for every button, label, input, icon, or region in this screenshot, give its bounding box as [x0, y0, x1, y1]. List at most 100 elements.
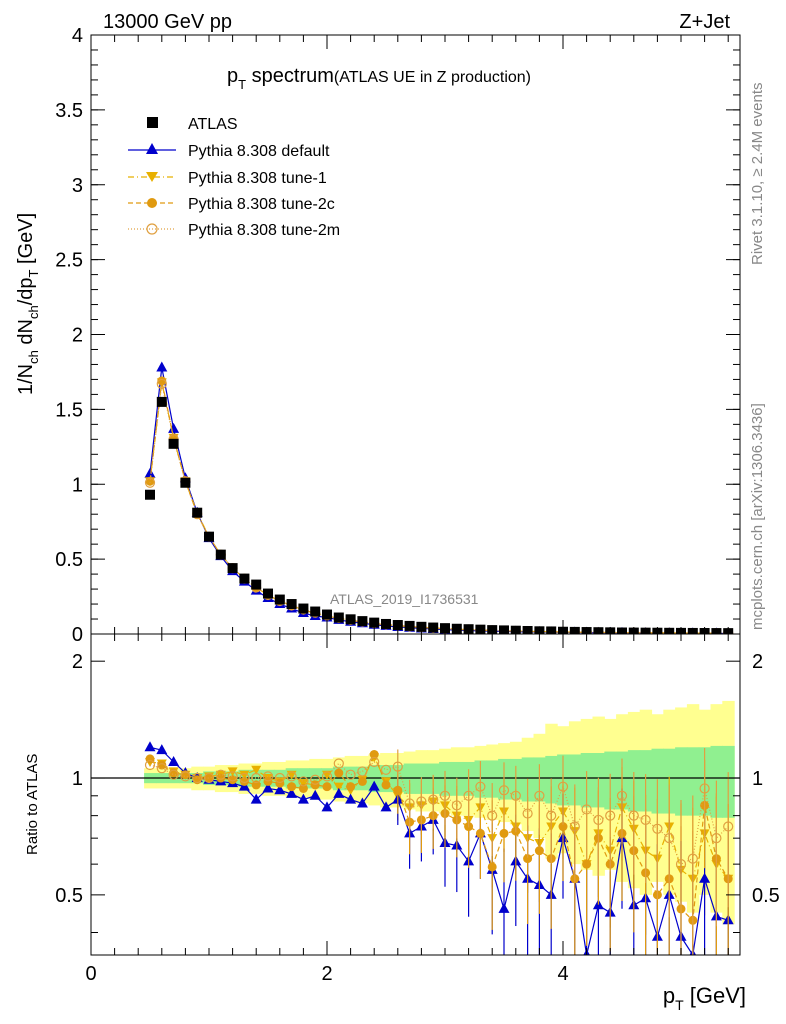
- x-tick-label: 0: [85, 963, 96, 985]
- ratio-point-tune2m: [180, 771, 191, 782]
- ratio-point-tune1: [239, 770, 250, 780]
- ratio-y-axis-label: Ratio to ATLAS: [24, 754, 41, 855]
- ratio-point-tune1: [251, 765, 262, 775]
- data-point-atlas: [499, 625, 509, 634]
- ratio-point-tune2m: [310, 774, 321, 785]
- data-point-atlas: [428, 622, 439, 633]
- ratio-point-tune2m: [569, 821, 580, 832]
- main-y-tick-label: 0: [72, 624, 83, 646]
- ratio-point-tune2c: [204, 773, 214, 783]
- ratio-point-tune2m: [498, 785, 510, 796]
- ratio-point-tune2m: [192, 772, 203, 784]
- legend-label-default: Pythia 8.308 default: [188, 143, 330, 160]
- ratio-point-tune2m: [156, 763, 167, 774]
- ratio-point-default: [309, 789, 321, 800]
- data-point-default: [156, 361, 168, 372]
- data-point-atlas: [381, 618, 391, 629]
- data-point-atlas: [546, 626, 557, 634]
- data-point-atlas: [274, 594, 285, 605]
- ratio-line-tune1: [149, 756, 729, 880]
- data-point-atlas: [451, 623, 462, 634]
- ratio-point-tune2m: [687, 853, 698, 864]
- data-point-atlas: [416, 621, 427, 632]
- ratio-point-tune2m: [439, 790, 451, 801]
- ratio-point-tune2m: [699, 783, 710, 794]
- ratio-point-tune2c: [381, 780, 391, 790]
- data-point-tune2c: [157, 376, 167, 386]
- ratio-point-tune2m: [675, 859, 687, 870]
- ratio-point-tune1: [298, 779, 309, 789]
- legend-label-tune1: Pythia 8.308 tune-1: [188, 170, 327, 187]
- ratio-point-tune2m: [345, 769, 356, 780]
- ratio-point-tune2c: [357, 776, 367, 786]
- data-point-atlas: [322, 609, 332, 620]
- ratio-point-tune2c: [558, 822, 568, 832]
- ratio-point-tune2c: [228, 775, 238, 785]
- ratio-point-default: [250, 793, 262, 804]
- data-point-atlas: [156, 396, 167, 407]
- ratio-point-tune2m: [333, 758, 344, 769]
- data-point-atlas: [522, 626, 533, 634]
- ratio-point-tune2m: [534, 790, 545, 801]
- ratio-point-tune2m: [369, 756, 380, 768]
- main-y-tick-label: 2.5: [55, 250, 83, 272]
- ratio-point-tune2m: [286, 771, 297, 782]
- data-point-atlas: [310, 606, 321, 617]
- ratio-point-tune2m: [144, 759, 156, 771]
- ratio-point-tune2c: [298, 783, 308, 793]
- ratio-point-tune2m: [711, 833, 722, 844]
- legend-label-atlas: ATLAS: [188, 116, 238, 133]
- series-line-tune2m: [149, 383, 729, 634]
- data-point-atlas: [392, 620, 403, 631]
- rivet-version-label: Rivet 3.1.10, ≥ 2.4M events: [749, 83, 766, 266]
- stat-band-bin: [686, 747, 700, 816]
- ratio-point-default: [368, 780, 380, 791]
- data-point-atlas: [180, 477, 191, 488]
- legend-marker-default: [146, 143, 158, 154]
- ratio-y-tick-label-right: 1: [752, 768, 763, 790]
- ratio-point-tune2c: [346, 782, 356, 792]
- ratio-point-default: [356, 797, 368, 808]
- data-point-tune2m: [144, 477, 156, 488]
- ratio-series-tune2m: [144, 748, 734, 955]
- ratio-point-tune2m: [475, 781, 486, 792]
- data-point-atlas: [345, 614, 356, 625]
- ratio-point-tune2c: [475, 828, 485, 838]
- ratio-point-tune2c: [334, 768, 344, 778]
- ratio-point-default: [168, 755, 180, 766]
- ratio-point-tune2m: [463, 790, 474, 801]
- main-y-tick-label: 1.5: [55, 399, 83, 421]
- ratio-panel: 0.5 0.5 1 1 2 2 0 2 4 Ratio to ATLAS: [24, 633, 780, 985]
- data-point-atlas: [687, 627, 698, 634]
- ratio-point-tune2m: [628, 810, 639, 821]
- ratio-point-tune2c: [239, 776, 249, 786]
- main-y-tick-label: 3: [72, 175, 83, 197]
- ratio-point-tune2c: [275, 778, 285, 788]
- data-point-atlas: [263, 588, 273, 599]
- data-point-atlas: [664, 627, 675, 634]
- x-tick-label: 4: [557, 963, 568, 985]
- ratio-point-tune2c: [523, 854, 533, 864]
- stat-band-bin: [403, 763, 417, 794]
- legend: ATLAS Pythia 8.308 default Pythia 8.308 …: [128, 116, 340, 239]
- ratio-point-default: [333, 787, 345, 798]
- ratio-point-tune2c: [393, 785, 403, 795]
- ratio-point-default: [262, 782, 274, 793]
- main-y-tick-label: 0.5: [55, 549, 83, 571]
- ratio-point-tune2m: [652, 823, 663, 834]
- ratio-point-tune2m: [298, 776, 309, 787]
- ratio-line-tune2m: [149, 761, 729, 865]
- ratio-point-tune2m: [416, 796, 427, 807]
- ratio-point-default: [286, 787, 298, 798]
- data-point-atlas: [333, 612, 344, 623]
- ratio-point-tune2m: [227, 771, 238, 782]
- main-panel: 0 0.5 1 1.5 2 2.5 3 3.5 4 pT spectrum(ATLAS UE i…: [15, 25, 741, 646]
- ratio-point-tune2m: [616, 790, 628, 801]
- mcplots-label: mcplots.cern.ch [arXiv:1306.3436]: [749, 403, 766, 630]
- data-point-atlas: [298, 603, 309, 614]
- ratio-point-tune2m: [522, 808, 533, 819]
- data-point-atlas: [711, 628, 722, 634]
- ratio-point-tune2c: [322, 782, 332, 792]
- data-point-atlas: [404, 620, 415, 631]
- ratio-y-tick-label-right: 2: [752, 651, 763, 673]
